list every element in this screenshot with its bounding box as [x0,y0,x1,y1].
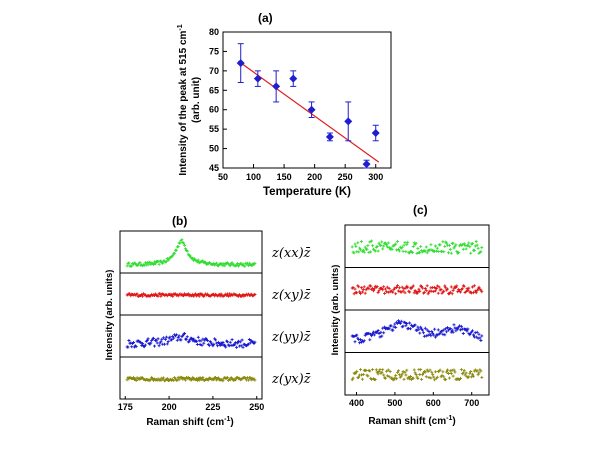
panel-a-y-tick-label: 55 [209,124,219,134]
panel-a-label: (a) [258,11,273,25]
panel-b: (b) 175 200 225 250 z(xx)z̄z(xy)z̄z(yy)z̄z(… [104,214,311,428]
panel-a-x-tick-label: 200 [307,172,322,182]
panel-a-fit-line [237,60,380,163]
panel-b-y-axis-label: Intensity (arb. units) [104,270,115,361]
panel-a-plot-frame [222,31,392,169]
panel-a-data-point [362,160,371,169]
panel-a-x-tick-label: 50 [218,172,228,182]
panel-c-x-tick-label: 400 [349,398,364,408]
panel-a-ylabel-line1: Intensity of the peak at 515 cm-1 [177,24,189,175]
panel-a-x-tick-label: 150 [277,172,292,182]
panel-b-spectrum-markers [125,238,257,268]
panel-a-data-point [253,74,262,83]
panel-a-x-tick-label: 300 [368,172,383,182]
panel-c-spectrum-markers [350,239,484,255]
panel-a-y-tick-label: 65 [209,85,219,95]
panel-a-data-point [325,132,334,141]
panel-b-geometry-label: z(yy)z̄ [271,330,311,345]
panel-a-data-point [272,82,281,91]
panel-c-spectra [345,239,489,382]
panel-a-data-point [307,105,316,114]
panel-b-x-tick-label: 175 [118,402,133,412]
panel-b-x-tick-label: 250 [249,402,264,412]
panel-a-data-point [236,59,245,68]
panel-c-spectrum-markers [350,368,484,382]
panel-b-geometry-label: z(xx)z̄ [271,246,311,261]
panel-a-data-point [289,74,298,83]
panel-b-geometry-label: z(xy)z̄ [271,288,311,303]
panel-c-spectrum-markers [350,284,484,296]
panel-b-x-tick-label: 200 [162,402,177,412]
panel-c-x-tick-label: 500 [387,398,402,408]
panel-a-points [236,43,380,169]
panel-b-x-axis-label: Raman shift (cm-1) [146,416,233,428]
panel-a-y-tick-label: 50 [209,144,219,154]
panel-b-spectrum-markers [125,292,257,298]
panel-a-x-axis-label: Temperature (K) [263,186,351,198]
panel-c-spectrum-markers [350,319,484,345]
panel-b-spectrum-markers [125,332,257,349]
panel-c: (c) 400 500 600 700 Raman shift (cm-1) Inte… [330,203,490,427]
panel-a-ylabel-line2: (arb. unit) [191,77,202,123]
panel-c-x-tick-label: 600 [426,398,441,408]
panel-a-fit [237,60,380,163]
panel-b-geometry-label: z(yx)z̄ [271,372,311,387]
panel-a-x-tick-label: 250 [338,172,353,182]
panel-c-label: (c) [413,203,428,217]
panel-c-x-axis: 400 500 600 700 [349,392,479,408]
panel-a-data-point [371,129,380,138]
panel-a-y-tick-label: 60 [209,105,219,115]
panel-c-y-axis-label: Intensity (arb. units) [330,265,341,356]
panel-a-y-tick-label: 70 [209,66,219,76]
panel-b-geometry-labels: z(xx)z̄ z(xy)z̄ z(yy)z̄ z(yx)z̄ [271,246,311,387]
panel-b-spectrum-markers [125,375,257,383]
panel-b-label: (b) [172,214,187,228]
panel-b-spectra [120,238,262,383]
panel-a-y-tick-label: 45 [209,163,219,173]
panel-a-y-tick-label: 80 [209,27,219,37]
panel-c-x-axis-label: Raman shift (cm-1) [368,415,455,427]
panel-a-y-tick-label: 75 [209,46,219,56]
panel-a-y-axis-label: Intensity of the peak at 515 cm-1 (arb. … [177,24,202,175]
panel-b-x-axis: 175 200 225 250 [118,396,264,412]
panel-c-x-tick-label: 700 [464,398,479,408]
panel-b-x-tick-label: 225 [205,402,220,412]
panel-a-x-tick-label: 100 [246,172,261,182]
panel-a-data-point [344,117,353,126]
